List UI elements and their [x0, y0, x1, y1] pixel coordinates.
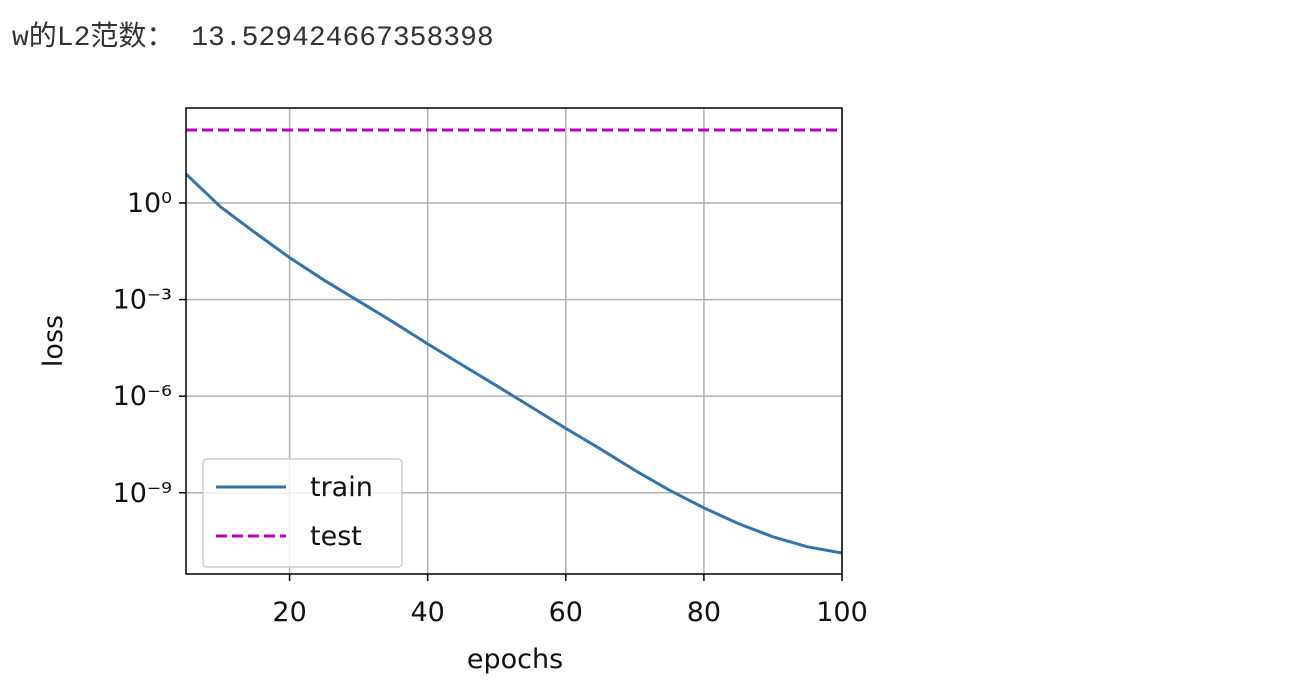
output-line: w的L2范数： 13.529424667358398 — [12, 14, 494, 54]
legend-label: train — [310, 472, 373, 503]
output-label: w的L2范数： — [12, 23, 175, 54]
output-value: 13.529424667358398 — [191, 23, 494, 54]
x-axis-label: epochs — [467, 644, 563, 675]
y-tick-label: 10⁻⁹ — [113, 478, 172, 509]
x-tick-label: 20 — [272, 597, 306, 628]
x-tick-label: 40 — [411, 597, 445, 628]
y-tick-label: 10⁻⁶ — [113, 381, 172, 412]
y-tick-label: 10⁰ — [127, 188, 172, 219]
legend-label: test — [310, 521, 362, 552]
y-axis-label: loss — [38, 315, 69, 367]
x-tick-label: 60 — [549, 597, 583, 628]
x-tick-label: 100 — [816, 597, 868, 628]
plot-frame — [185, 107, 843, 575]
y-tick-label: 10⁻³ — [113, 285, 172, 316]
x-tick-label: 80 — [687, 597, 721, 628]
series-line — [186, 172, 842, 555]
